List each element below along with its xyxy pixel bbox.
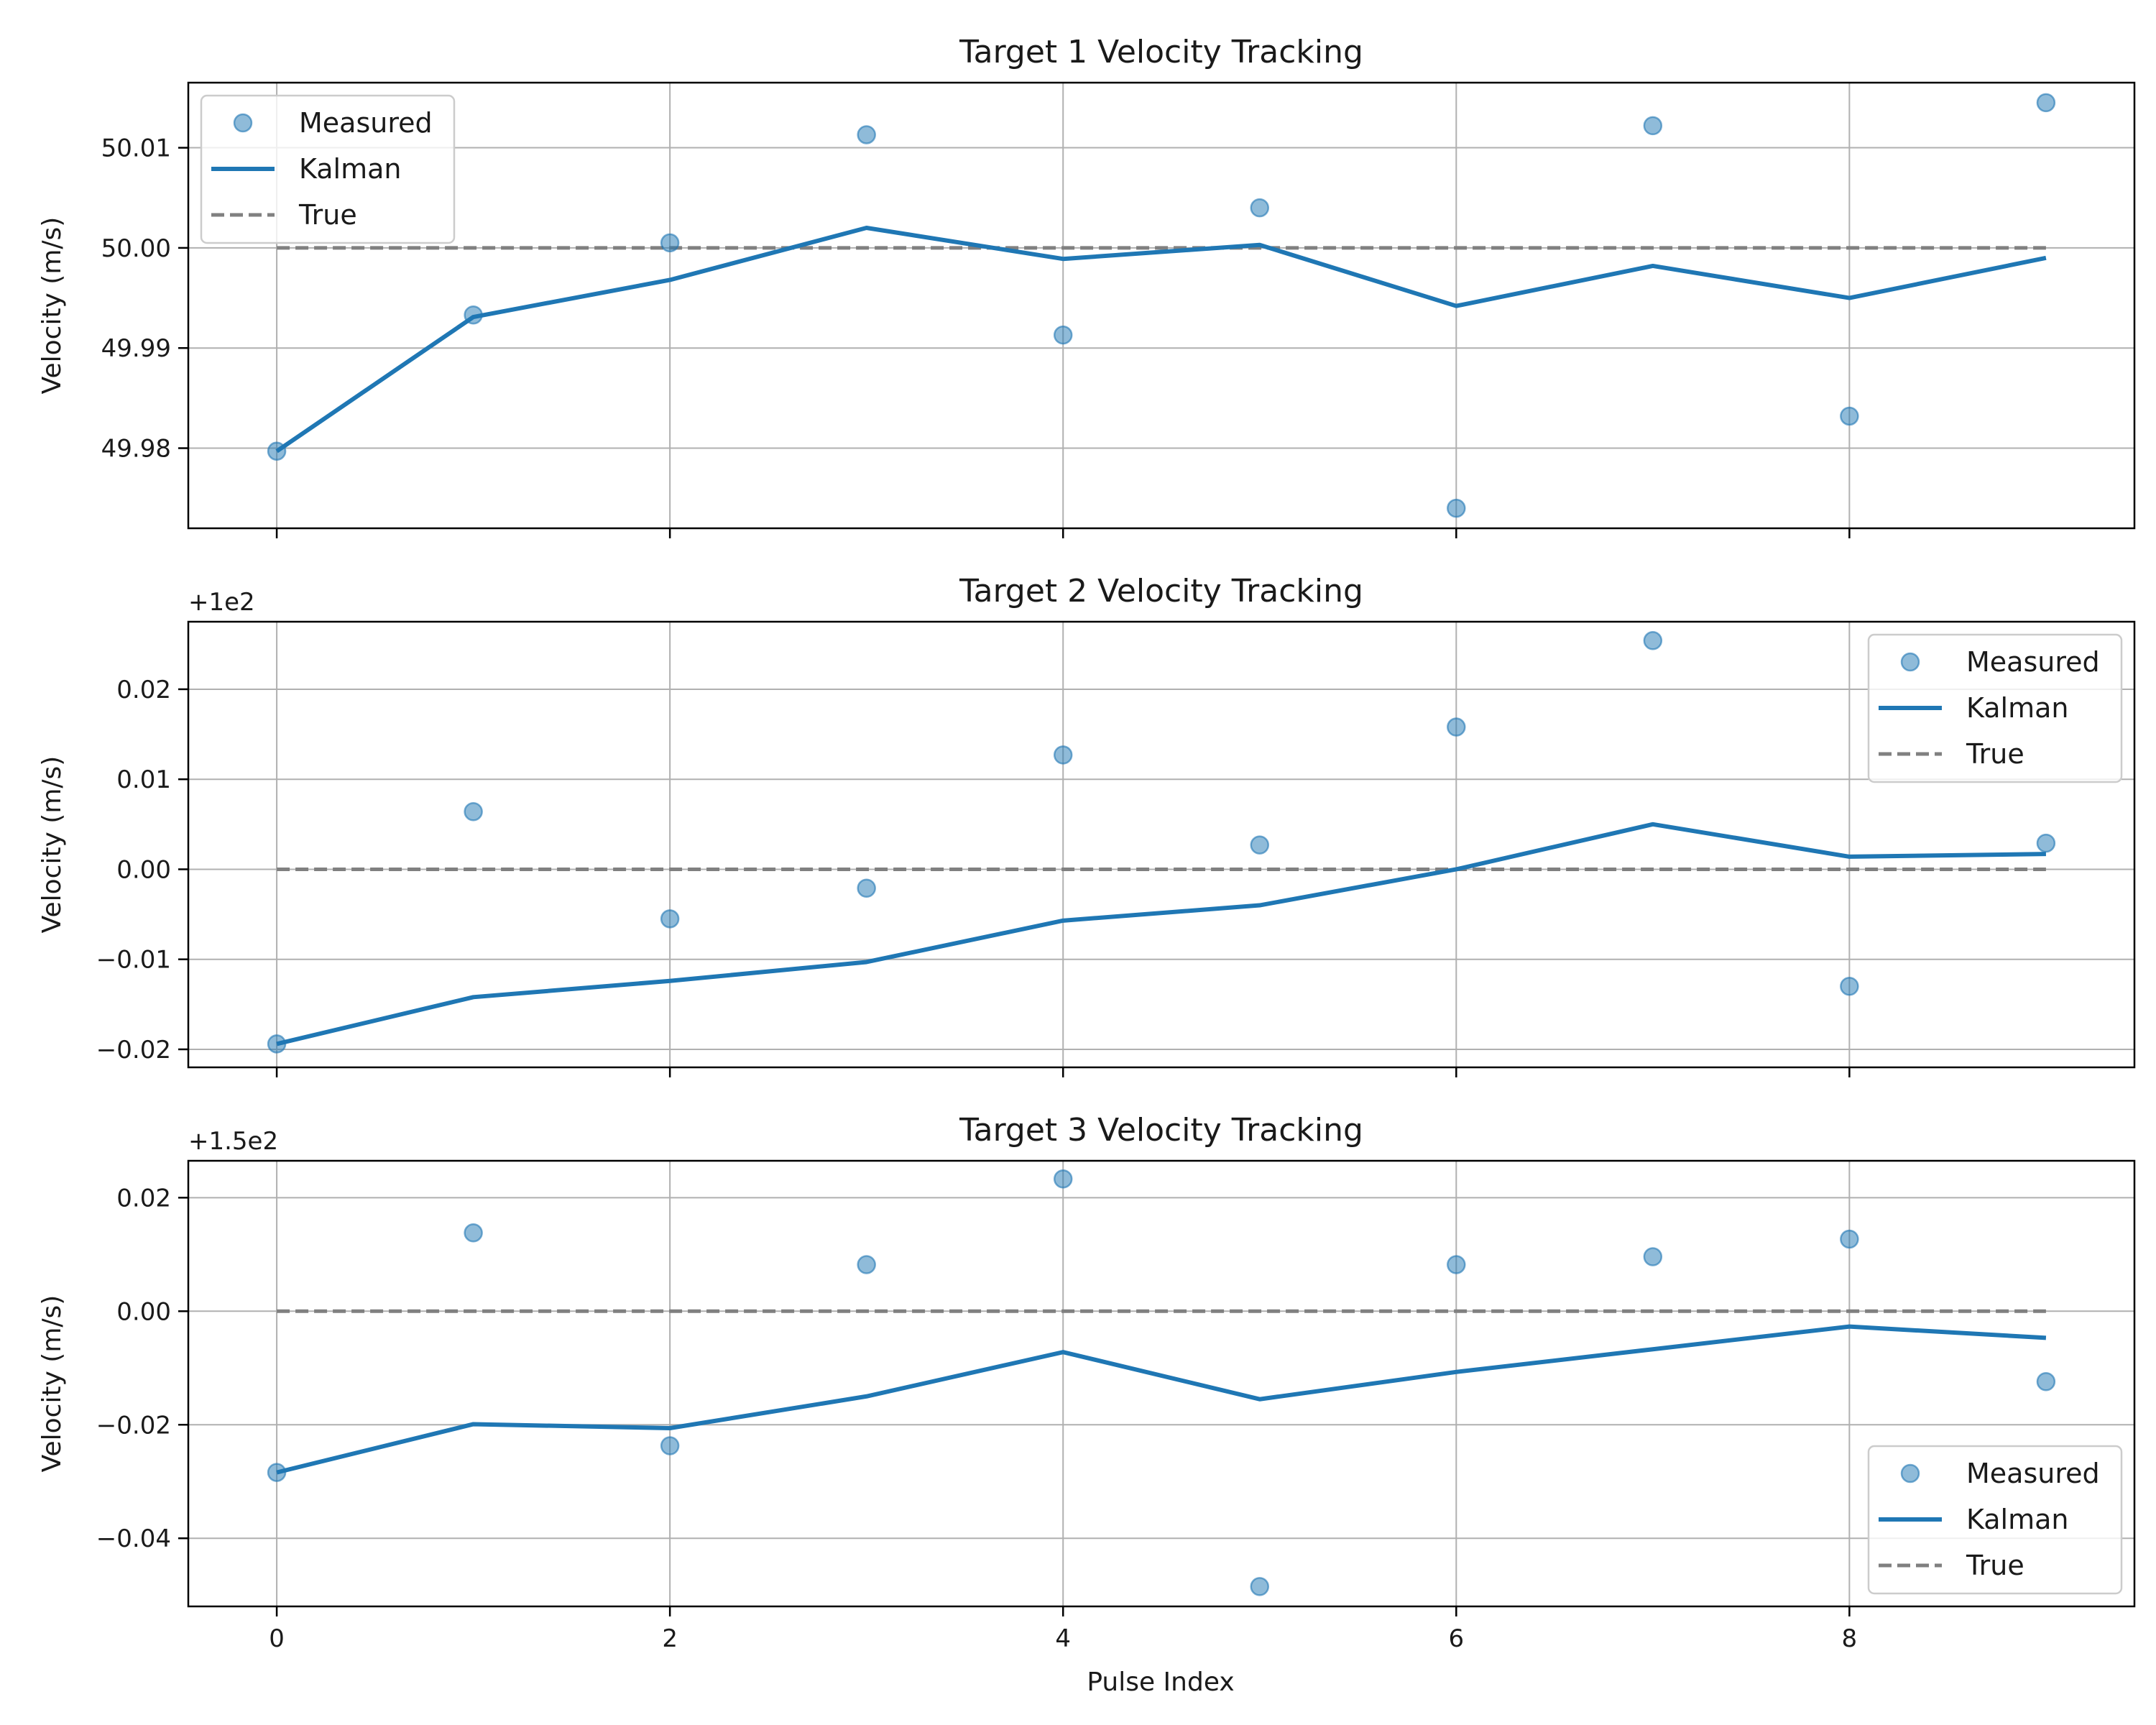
x-tick-label: 8 [1842, 1624, 1858, 1653]
x-tick-label: 6 [1448, 1624, 1464, 1653]
measured-point [267, 1034, 287, 1054]
x-axis-label: Pulse Index [1087, 1668, 1234, 1697]
measured-point [1840, 406, 1859, 426]
measured-point [1250, 1577, 1270, 1596]
legend-label: Measured [1966, 1458, 2100, 1489]
axes-frame [187, 620, 2136, 1069]
legend-label: True [1966, 1550, 2024, 1581]
panel-2: −0.02 −0.01 0.00 0.01 0.02 +1e2 Target 2 Veloc… [37, 573, 2136, 1077]
axes-frame [187, 1159, 2136, 1608]
y-tick-label: −0.04 [96, 1524, 171, 1553]
measured-point [1447, 717, 1466, 737]
axes-frame [187, 81, 2136, 530]
legend-label: Measured [1966, 646, 2100, 678]
measured-point [1840, 1229, 1859, 1249]
panel-title: Target 3 Velocity Tracking [959, 1112, 1363, 1149]
kalman-line [276, 822, 2046, 1046]
y-tick-label: 0.00 [116, 855, 171, 884]
measured-point [1643, 116, 1663, 136]
y-tick-label: −0.02 [96, 1036, 171, 1064]
panel-title: Target 1 Velocity Tracking [959, 34, 1363, 70]
y-tick-label: 0.01 [116, 765, 171, 794]
measured-point [1250, 198, 1270, 218]
measured-point [1447, 1255, 1466, 1274]
y-tick-label: 0.00 [116, 1297, 171, 1326]
measured-point [660, 1436, 680, 1455]
y-axis-label: Velocity (m/s) [37, 1295, 67, 1473]
measured-point [464, 1223, 483, 1243]
measured-point [857, 878, 876, 898]
legend-box [1867, 633, 2123, 783]
legend: Measured Kalman True [200, 94, 456, 244]
legend-label: True [1966, 738, 2024, 770]
measured-point [1840, 977, 1859, 996]
kalman-line [276, 1324, 2047, 1475]
y-tick-label: 0.02 [116, 1184, 171, 1213]
y-offset-label: +1e2 [188, 588, 255, 617]
measured-point [464, 305, 483, 325]
measured-point [464, 802, 483, 822]
panel-3: 0 2 4 6 8 −0.04 −0.02 0.00 0.02 +1.5e2 Target 3 Ve… [37, 1112, 2136, 1653]
measured-point [1250, 835, 1270, 855]
legend-box [1867, 1445, 2123, 1595]
y-offset-label: +1.5e2 [188, 1127, 278, 1156]
y-tick-label: 50.00 [101, 234, 171, 263]
y-axis-label: Velocity (m/s) [37, 756, 67, 934]
legend-box [200, 94, 456, 244]
measured-point [2036, 93, 2056, 113]
x-tick-label: 0 [269, 1624, 285, 1653]
measured-point [660, 909, 680, 929]
measured-point [1053, 325, 1073, 345]
panel-title: Target 2 Velocity Tracking [959, 573, 1363, 610]
measured-point [267, 1463, 287, 1482]
panel-1: 49.98 49.99 50.00 50.01 Target 1 Velocity Tr… [37, 34, 2136, 538]
legend-label: Measured [299, 107, 433, 139]
x-tick-label: 4 [1055, 1624, 1071, 1653]
legend-measured-marker [233, 113, 253, 133]
legend-label: Kalman [1966, 1504, 2068, 1535]
measured-point [660, 233, 680, 253]
measured-point [1447, 498, 1466, 518]
measured-point [2036, 1371, 2056, 1392]
measured-point [1053, 745, 1073, 765]
measured-point [857, 125, 876, 144]
y-tick-label: 49.98 [101, 435, 171, 464]
y-tick-label: 0.02 [116, 676, 171, 704]
measured-point [857, 1255, 876, 1274]
measured-point [267, 441, 287, 461]
y-tick-label: 50.01 [101, 134, 171, 163]
kalman-line [275, 226, 2047, 454]
legend: Measured Kalman True [1867, 1445, 2123, 1595]
legend: Measured Kalman True [1867, 633, 2123, 783]
measured-point [2036, 833, 2056, 853]
legend-measured-marker [1900, 1463, 1920, 1484]
y-tick-label: 49.99 [101, 334, 171, 363]
panels: 49.98 49.99 50.00 50.01 Target 1 Velocity Tr… [37, 34, 2136, 1653]
y-axis-label: Velocity (m/s) [37, 217, 67, 395]
legend-label: Kalman [299, 153, 401, 185]
measured-point [1643, 1247, 1663, 1266]
legend-measured-marker [1900, 652, 1920, 672]
measured-point [1053, 1169, 1073, 1189]
x-tick-label: 2 [662, 1624, 678, 1653]
measured-point [1643, 631, 1663, 650]
y-tick-label: −0.02 [96, 1411, 171, 1440]
legend-label: True [298, 199, 357, 231]
y-tick-label: −0.01 [96, 946, 171, 975]
legend-label: Kalman [1966, 692, 2068, 724]
